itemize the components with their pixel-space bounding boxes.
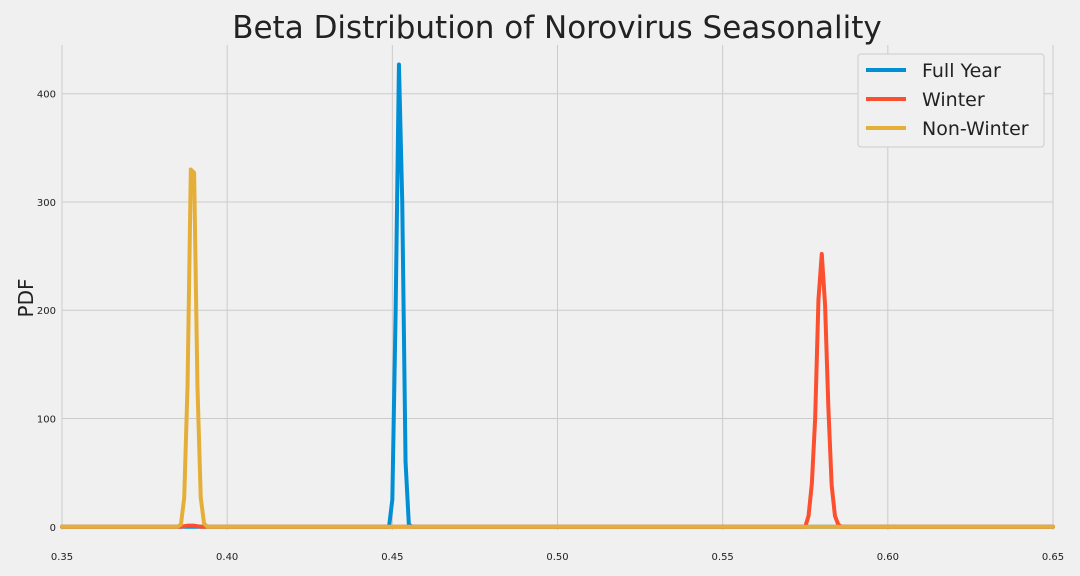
legend: Full Year Winter Non-Winter — [857, 53, 1045, 148]
y-tick-label-2: 200 — [37, 306, 56, 317]
x-tick-label-0: 0.35 — [51, 552, 73, 563]
x-tick-label-1: 0.40 — [216, 552, 238, 563]
y-tick-label-1: 100 — [37, 414, 56, 425]
chart-title: Beta Distribution of Norovirus Seasonali… — [232, 10, 882, 46]
x-tick-label-2: 0.45 — [381, 552, 403, 563]
y-axis-label: PDF — [14, 279, 38, 318]
series-line-1 — [60, 251, 1055, 529]
x-tick-label-5: 0.60 — [877, 552, 899, 563]
legend-label-2: Non-Winter — [922, 118, 1029, 140]
series-lines — [60, 62, 1055, 529]
x-tick-label-6: 0.65 — [1042, 552, 1064, 563]
series-line-2 — [60, 167, 1055, 529]
y-tick-labels: 0 100 200 300 400 — [37, 90, 56, 534]
x-tick-labels: 0.35 0.40 0.45 0.50 0.55 0.60 0.65 — [51, 552, 1064, 563]
y-tick-label-3: 300 — [37, 198, 56, 209]
legend-label-1: Winter — [922, 89, 985, 111]
y-tick-label-0: 0 — [50, 523, 56, 534]
legend-box — [857, 53, 1045, 148]
x-tick-label-4: 0.55 — [712, 552, 734, 563]
x-tick-label-3: 0.50 — [546, 552, 568, 563]
legend-label-0: Full Year — [922, 60, 1001, 82]
y-tick-label-4: 400 — [37, 90, 56, 101]
